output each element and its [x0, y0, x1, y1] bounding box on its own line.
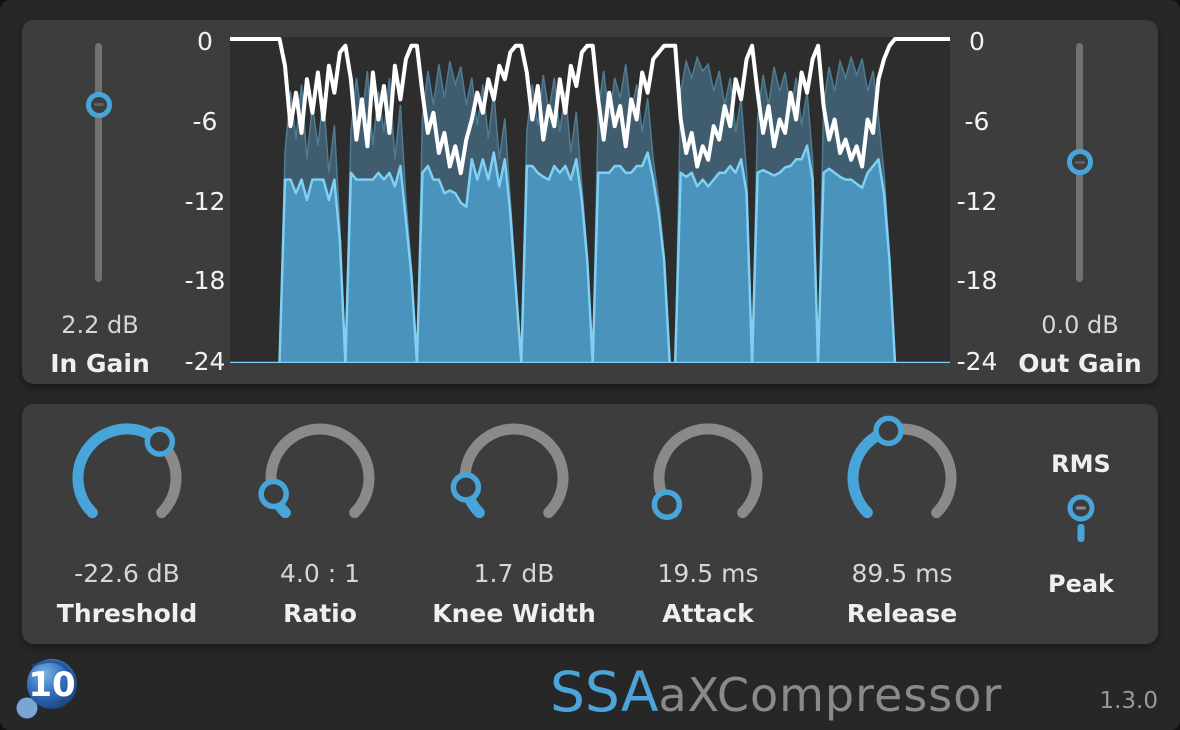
knee-width-label: Knee Width — [432, 599, 596, 628]
release-knob-dial[interactable] — [836, 412, 968, 544]
knob-value-arc — [465, 495, 485, 519]
level-meter-display — [228, 37, 952, 365]
ratio-label: Ratio — [283, 599, 357, 628]
out-gain-value: 0.0 dB — [1041, 311, 1119, 339]
ratio-value: 4.0 : 1 — [280, 559, 360, 588]
db-tick-label: 0 — [197, 27, 213, 56]
release-value: 89.5 ms — [851, 559, 953, 588]
db-tick-label: -24 — [956, 347, 998, 376]
knob-value-arc — [72, 423, 154, 519]
knob-value-arc — [274, 501, 291, 519]
knee-width-knob-dial[interactable] — [448, 412, 580, 544]
logo-svg: 10 — [16, 659, 77, 719]
rms-label: RMS — [1051, 450, 1111, 478]
peak-label: Peak — [1047, 570, 1115, 598]
release-knob-svg[interactable] — [836, 412, 968, 544]
threshold-label: Threshold — [56, 599, 198, 628]
in-gain-value: 2.2 dB — [61, 311, 139, 339]
threshold-knob-svg[interactable] — [61, 412, 193, 544]
out-gain-slider-thumb[interactable] — [1067, 149, 1093, 176]
attack-knob: 19.5 ms Attack — [608, 404, 808, 644]
knee-width-knob: 1.7 dB Knee Width — [414, 404, 614, 644]
knob-track-arc — [653, 423, 763, 519]
out-gain-label: Out Gain — [1018, 349, 1142, 378]
threshold-knob-dial[interactable] — [61, 412, 193, 544]
detector-mode-block: RMS Peak — [1021, 404, 1141, 644]
knee-knob-svg[interactable] — [448, 412, 580, 544]
ratio-knob: 4.0 : 1 Ratio — [220, 404, 420, 644]
slider-thumb-dash-icon — [94, 103, 104, 107]
db-tick-label: -18 — [956, 266, 998, 295]
meter-svg — [228, 37, 952, 365]
db-tick-label: -24 — [184, 347, 226, 376]
release-label: Release — [846, 599, 958, 628]
knee-width-value: 1.7 dB — [473, 559, 555, 588]
threshold-knob: -22.6 dB Threshold — [27, 404, 227, 644]
knob-value-arc — [847, 431, 881, 519]
knob-thumb-ring[interactable] — [651, 489, 683, 520]
knob-thumb-ring[interactable] — [144, 426, 176, 457]
in-gain-slider-thumb[interactable] — [86, 91, 112, 118]
db-tick-label: -18 — [184, 266, 226, 295]
plugin-title: SSA aXCompressor — [550, 660, 1002, 724]
logo-small-dot — [16, 697, 38, 719]
db-tick-label: -6 — [192, 107, 218, 136]
attack-knob-svg[interactable] — [642, 412, 774, 544]
logo-swirl — [31, 660, 73, 706]
attack-knob-dial[interactable] — [642, 412, 774, 544]
db-tick-label: 0 — [969, 27, 985, 56]
toggle-thumb-dash-icon — [1076, 506, 1086, 510]
attack-value: 19.5 ms — [657, 559, 759, 588]
version-text: 1.3.0 — [1099, 688, 1158, 714]
in-gain-slider-track[interactable] — [95, 43, 102, 282]
db-tick-label: -12 — [956, 187, 998, 216]
toggle-track-segment[interactable] — [1077, 524, 1085, 542]
rms-peak-toggle[interactable] — [1061, 488, 1101, 550]
meter-panel: 2.2 dB In Gain 0 -6 -12 -18 -24 0 -6 -12 -18 -24… — [22, 20, 1158, 384]
knob-track-arc — [459, 423, 569, 519]
control-panel: -22.6 dB Threshold 4.0 : 1 Ratio 1.7 dB … — [22, 404, 1158, 644]
knob-track-arc — [897, 423, 957, 519]
attack-label: Attack — [662, 599, 754, 628]
in-gain-label: In Gain — [50, 349, 150, 378]
gain-reduction-trace — [228, 37, 952, 176]
plugin-title-rest: aXCompressor — [658, 668, 1003, 722]
company-logo: 10 — [14, 652, 98, 724]
plugin-title-accent: SSA — [550, 660, 659, 724]
knob-track-arc — [156, 447, 182, 519]
knob-thumb-ring[interactable] — [258, 478, 289, 510]
threshold-value: -22.6 dB — [74, 559, 180, 588]
db-tick-label: -12 — [184, 187, 226, 216]
knob-track-arc — [265, 423, 375, 519]
knob-thumb-ring[interactable] — [450, 472, 482, 503]
knob-thumb-ring[interactable] — [873, 415, 904, 447]
ratio-knob-svg[interactable] — [254, 412, 386, 544]
logo-number: 10 — [28, 665, 75, 705]
db-tick-label: -6 — [964, 107, 990, 136]
slider-thumb-dash-icon — [1075, 160, 1085, 164]
release-knob: 89.5 ms Release — [802, 404, 1002, 644]
rms-peak-toggle-svg[interactable] — [1061, 488, 1101, 550]
ratio-knob-dial[interactable] — [254, 412, 386, 544]
